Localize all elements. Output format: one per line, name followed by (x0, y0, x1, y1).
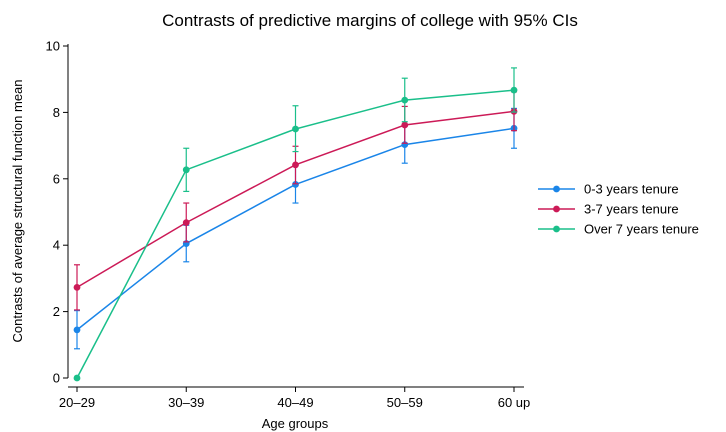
x-axis-label: Age groups (262, 416, 329, 431)
data-point (182, 219, 190, 227)
chart-title: Contrasts of predictive margins of colle… (162, 11, 578, 30)
data-point (401, 121, 409, 129)
data-point (73, 326, 81, 334)
data-point (292, 125, 299, 133)
legend-swatch-marker (553, 205, 560, 213)
data-point (182, 166, 190, 174)
legend-label: 3-7 years tenure (584, 202, 679, 217)
data-point (73, 374, 81, 382)
x-tick-label: 40–49 (277, 395, 313, 410)
x-tick-label: 50–59 (387, 395, 423, 410)
y-tick-label: 2 (53, 304, 60, 319)
legend-label: Over 7 years tenure (584, 222, 699, 237)
data-point (401, 96, 409, 104)
x-tick-label: 60 up (498, 395, 531, 410)
y-tick-label: 4 (53, 238, 60, 253)
data-point (292, 161, 299, 169)
plot-area (73, 67, 518, 382)
y-tick-label: 10 (46, 39, 60, 54)
x-tick-label: 30–39 (168, 395, 204, 410)
x-axis: 20–29 30–39 40–49 50–59 60 up (59, 386, 531, 410)
legend-swatch-marker (553, 225, 560, 233)
legend: 0-3 years tenure 3-7 years tenure Over 7 y… (538, 182, 699, 237)
y-axis-label: Contrasts of average structural function… (10, 79, 25, 342)
y-axis: 0 2 4 6 8 10 (46, 39, 69, 386)
series-3 (73, 67, 518, 382)
x-tick-label: 20–29 (59, 395, 95, 410)
y-tick-label: 8 (53, 105, 60, 120)
data-point (73, 283, 81, 291)
y-tick-label: 0 (53, 371, 60, 386)
y-tick-label: 6 (53, 171, 60, 186)
legend-item: 0-3 years tenure (538, 182, 679, 197)
legend-swatch-marker (553, 185, 560, 193)
data-point (510, 86, 518, 94)
legend-item: 3-7 years tenure (538, 202, 679, 217)
data-point (292, 181, 299, 188)
legend-item: Over 7 years tenure (538, 222, 699, 237)
legend-label: 0-3 years tenure (584, 182, 679, 197)
